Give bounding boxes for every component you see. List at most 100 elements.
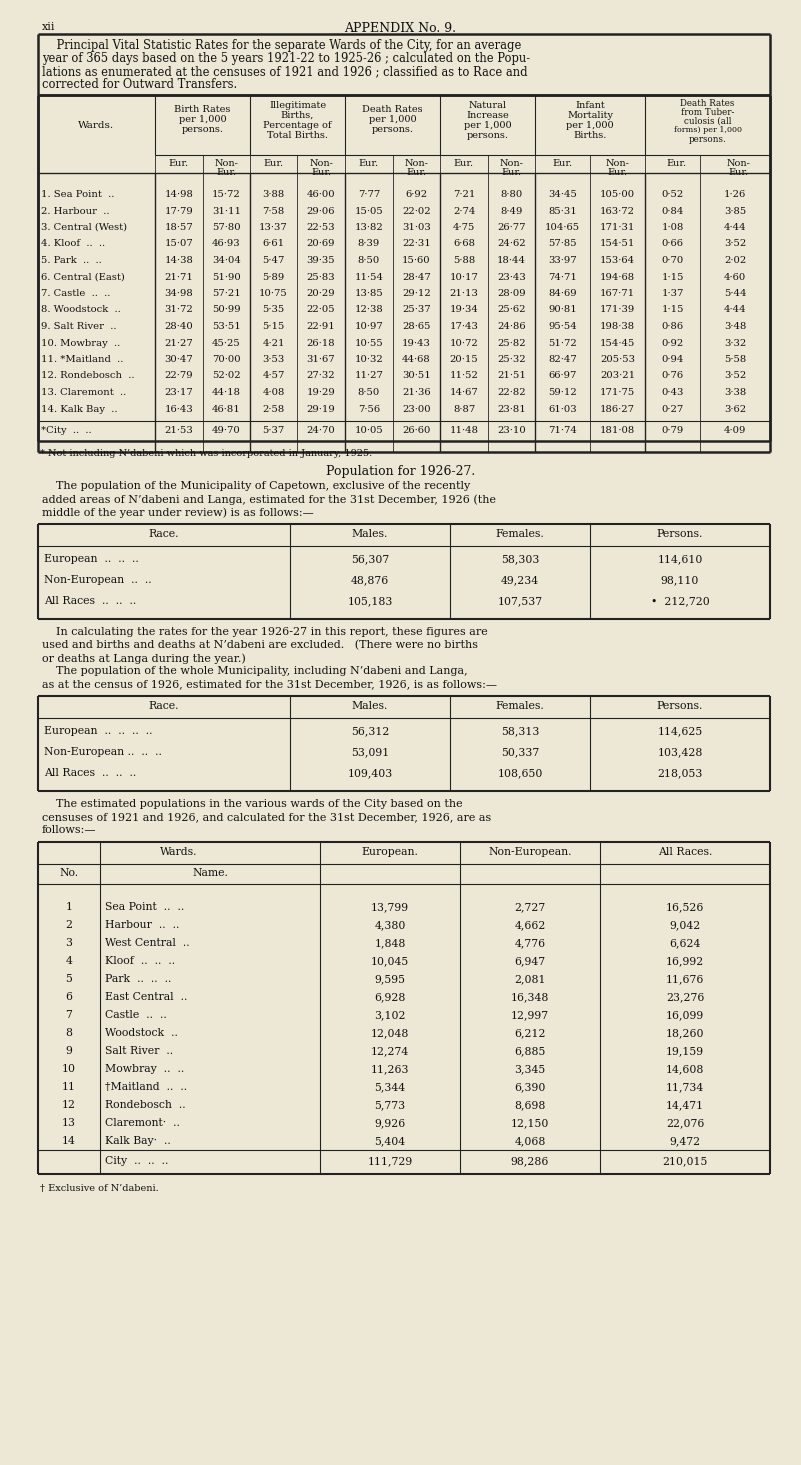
Text: The population of the whole Municipality, including N’dabeni and Langa,: The population of the whole Municipality… [42,667,468,675]
Text: 82·47: 82·47 [548,355,577,363]
Text: 2·74: 2·74 [453,207,475,215]
Text: 218,053: 218,053 [658,768,702,778]
Text: corrected for Outward Transfers.: corrected for Outward Transfers. [42,78,237,91]
Text: Race.: Race. [149,529,179,539]
Text: 7·77: 7·77 [358,190,380,199]
Text: Non-: Non- [606,160,630,168]
Text: 154·51: 154·51 [600,239,635,249]
Text: 12. Rondebosch  ..: 12. Rondebosch .. [41,372,135,381]
Text: 9,595: 9,595 [375,974,405,984]
Text: 26·60: 26·60 [402,426,431,435]
Text: 11,734: 11,734 [666,1083,704,1091]
Text: 6,390: 6,390 [514,1083,545,1091]
Text: 57·85: 57·85 [548,239,577,249]
Text: 3·38: 3·38 [724,388,746,397]
Text: 28·40: 28·40 [165,322,193,331]
Text: Salt River  ..: Salt River .. [105,1046,173,1056]
Text: 4·60: 4·60 [724,272,746,281]
Text: 13·82: 13·82 [355,223,384,231]
Text: 23·10: 23·10 [497,426,526,435]
Text: 12,997: 12,997 [511,1009,549,1020]
Text: 18·57: 18·57 [165,223,193,231]
Text: Births,: Births, [281,111,314,120]
Text: xii: xii [42,22,55,32]
Text: persons.: persons. [466,130,509,141]
Text: Wards.: Wards. [160,847,198,857]
Text: 26·18: 26·18 [307,338,336,347]
Text: 1·26: 1·26 [724,190,746,199]
Text: 22,076: 22,076 [666,1118,704,1128]
Text: Name.: Name. [192,867,228,878]
Text: 61·03: 61·03 [548,404,577,413]
Text: Mortality: Mortality [567,111,613,120]
Text: 33·97: 33·97 [548,256,577,265]
Text: 34·98: 34·98 [165,289,193,297]
Text: 12·38: 12·38 [355,306,384,315]
Text: 66·97: 66·97 [549,372,577,381]
Text: 71·74: 71·74 [548,426,577,435]
Text: All Races  ..  ..  ..: All Races .. .. .. [44,768,136,778]
Text: 25·32: 25·32 [497,355,525,363]
Text: 114,625: 114,625 [658,727,702,735]
Text: 24·70: 24·70 [307,426,336,435]
Text: 58,313: 58,313 [501,727,539,735]
Text: 0·27: 0·27 [662,404,683,413]
Text: Percentage of: Percentage of [264,122,332,130]
Text: 6,885: 6,885 [514,1046,545,1056]
Text: European  ..  ..  ..: European .. .. .. [44,554,139,564]
Text: 25·37: 25·37 [402,306,431,315]
Text: 57·21: 57·21 [212,289,241,297]
Text: 52·02: 52·02 [212,372,241,381]
Text: 23·81: 23·81 [497,404,526,413]
Text: 21·36: 21·36 [402,388,431,397]
Text: 14·38: 14·38 [164,256,193,265]
Text: 12,150: 12,150 [511,1118,549,1128]
Text: 13·85: 13·85 [355,289,384,297]
Text: 3·52: 3·52 [724,239,746,249]
Text: 13: 13 [62,1118,76,1128]
Text: 6·92: 6·92 [405,190,428,199]
Text: 28·09: 28·09 [497,289,525,297]
Text: Park  ..  ..  ..: Park .. .. .. [105,974,171,984]
Text: 6·61: 6·61 [263,239,284,249]
Text: 95·54: 95·54 [548,322,577,331]
Text: or deaths at Langa during the year.): or deaths at Langa during the year.) [42,653,246,664]
Text: 10·05: 10·05 [355,426,384,435]
Text: The population of the Municipality of Capetown, exclusive of the recently: The population of the Municipality of Ca… [42,481,470,491]
Text: Females.: Females. [496,700,545,711]
Text: 2,081: 2,081 [514,974,545,984]
Text: 11,676: 11,676 [666,974,704,984]
Text: 31·03: 31·03 [402,223,431,231]
Text: 2·02: 2·02 [724,256,746,265]
Text: follows:—: follows:— [42,825,96,835]
Text: 14: 14 [62,1135,76,1146]
Text: 14. Kalk Bay  ..: 14. Kalk Bay .. [41,404,118,413]
Text: Females.: Females. [496,529,545,539]
Text: West Central  ..: West Central .. [105,938,190,948]
Text: 3·62: 3·62 [724,404,746,413]
Text: 8·50: 8·50 [358,256,380,265]
Text: 5·89: 5·89 [263,272,284,281]
Text: 10·55: 10·55 [355,338,384,347]
Text: Eur.: Eur. [729,168,749,177]
Text: Eur.: Eur. [607,168,627,177]
Text: 11·48: 11·48 [449,426,478,435]
Text: 12,048: 12,048 [371,1028,409,1039]
Text: 198·38: 198·38 [600,322,635,331]
Text: 98,110: 98,110 [661,574,699,585]
Text: 34·45: 34·45 [548,190,577,199]
Text: 0·43: 0·43 [662,388,684,397]
Text: 16,526: 16,526 [666,902,704,913]
Text: 2,727: 2,727 [514,902,545,913]
Text: 9. Salt River  ..: 9. Salt River .. [41,322,116,331]
Text: 205·53: 205·53 [600,355,635,363]
Text: 163·72: 163·72 [600,207,635,215]
Text: 17·43: 17·43 [449,322,478,331]
Text: Harbour  ..  ..: Harbour .. .. [105,920,179,930]
Text: middle of the year under review) is as follows:—: middle of the year under review) is as f… [42,507,314,517]
Text: lations as enumerated at the censuses of 1921 and 1926 ; classified as to Race a: lations as enumerated at the censuses of… [42,64,528,78]
Text: East Central  ..: East Central .. [105,992,187,1002]
Text: 210,015: 210,015 [662,1156,708,1166]
Text: 4·44: 4·44 [723,223,747,231]
Text: 186·27: 186·27 [600,404,635,413]
